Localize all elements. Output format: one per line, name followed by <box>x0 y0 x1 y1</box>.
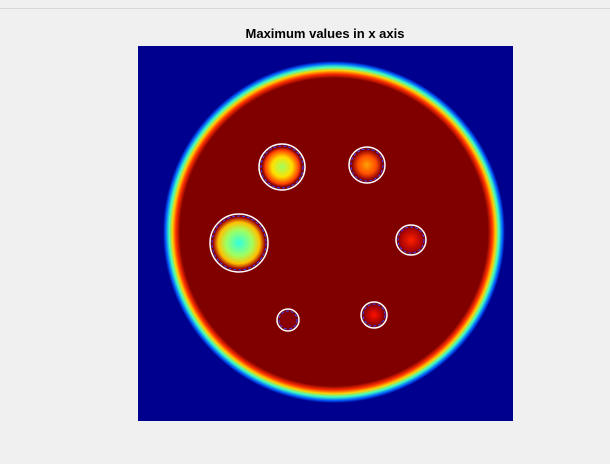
insert <box>352 150 382 180</box>
figure-window: Maximum values in x axis <box>0 0 610 464</box>
insert <box>262 147 302 187</box>
insert <box>280 312 296 328</box>
page: Maximum values in x axis (() => { const … <box>0 0 610 464</box>
insert <box>364 305 384 325</box>
insert <box>213 217 265 269</box>
figure-title: Maximum values in x axis <box>246 26 405 41</box>
insert <box>399 228 423 252</box>
